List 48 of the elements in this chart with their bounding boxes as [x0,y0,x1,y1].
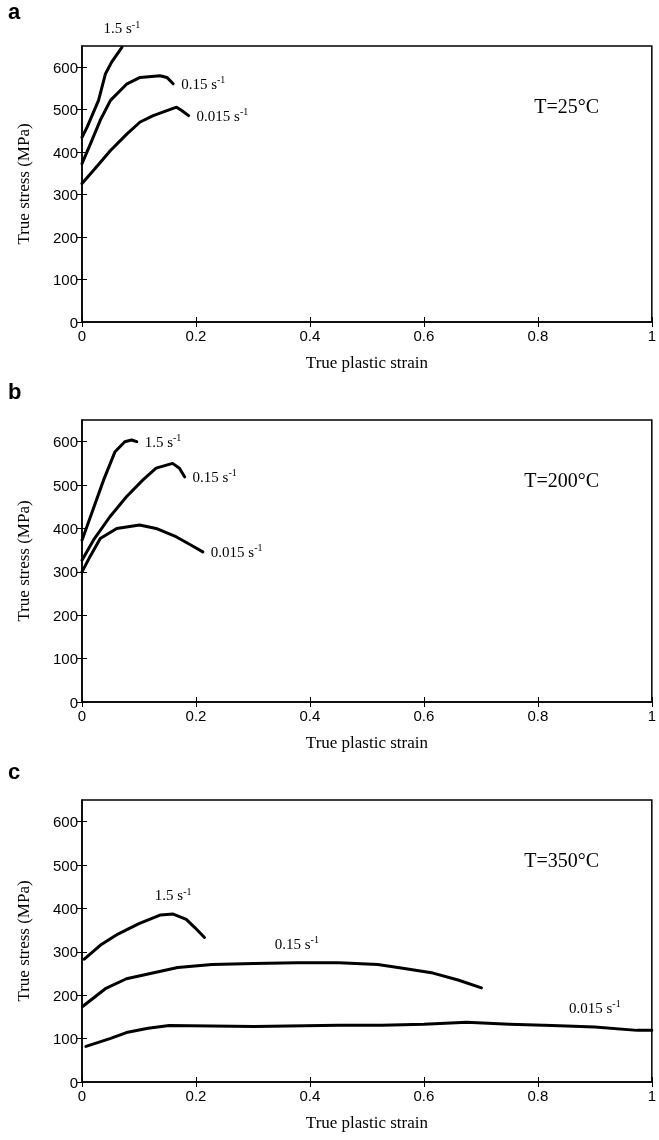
annotation: T=350°C [524,849,600,871]
y-tick-label: 200 [52,986,78,1004]
y-tick-label: 0 [69,313,78,331]
chart-title: c [8,758,21,784]
y-tick-label: 200 [52,228,78,246]
chart-title: a [8,0,21,24]
x-tick-label: 0.4 [299,707,321,724]
annotation: T=25°C [534,95,600,117]
x-tick-label: 1 [647,327,656,344]
y-tick-label: 400 [52,143,78,161]
x-tick-label: 0.6 [413,327,435,344]
y-tick-label: 500 [52,476,78,494]
y-tick-label: 100 [52,271,78,289]
y-tick-label: 500 [52,101,78,119]
x-tick-label: 0.4 [299,327,321,344]
x-axis-title: True plastic strain [305,353,429,372]
x-axis-title: True plastic strain [305,733,429,752]
x-tick-label: 0.6 [413,707,435,724]
y-tick-label: 0 [69,1073,78,1091]
y-tick-label: 300 [52,563,78,581]
y-tick-label: 300 [52,186,78,204]
y-tick-label: 600 [52,433,78,451]
annotation: T=200°C [524,469,600,491]
x-tick-label: 1 [647,707,656,724]
y-tick-label: 600 [52,813,78,831]
x-tick-label: 0.2 [185,707,207,724]
y-axis-title: True stress (MPa) [14,500,33,622]
y-tick-label: 600 [52,58,78,76]
y-tick-label: 400 [52,899,78,917]
y-tick-label: 0 [69,693,78,711]
x-tick-label: 0.8 [527,327,549,344]
x-tick-label: 0.2 [185,1087,207,1104]
y-tick-label: 300 [52,943,78,961]
x-tick-label: 0.8 [527,707,549,724]
x-tick-label: 0.6 [413,1087,435,1104]
y-axis-title: True stress (MPa) [14,123,33,245]
y-tick-label: 100 [52,650,78,668]
x-tick-label: 0.8 [527,1087,549,1104]
y-tick-label: 100 [52,1030,78,1048]
x-tick-label: 0.4 [299,1087,321,1104]
y-axis-title: True stress (MPa) [14,880,33,1002]
y-tick-label: 400 [52,519,78,537]
x-axis-title: True plastic strain [305,1113,429,1132]
y-tick-label: 500 [52,856,78,874]
x-tick-label: 0.2 [185,327,207,344]
chart-title: b [8,378,22,404]
y-tick-label: 200 [52,606,78,624]
x-tick-label: 1 [647,1087,656,1104]
